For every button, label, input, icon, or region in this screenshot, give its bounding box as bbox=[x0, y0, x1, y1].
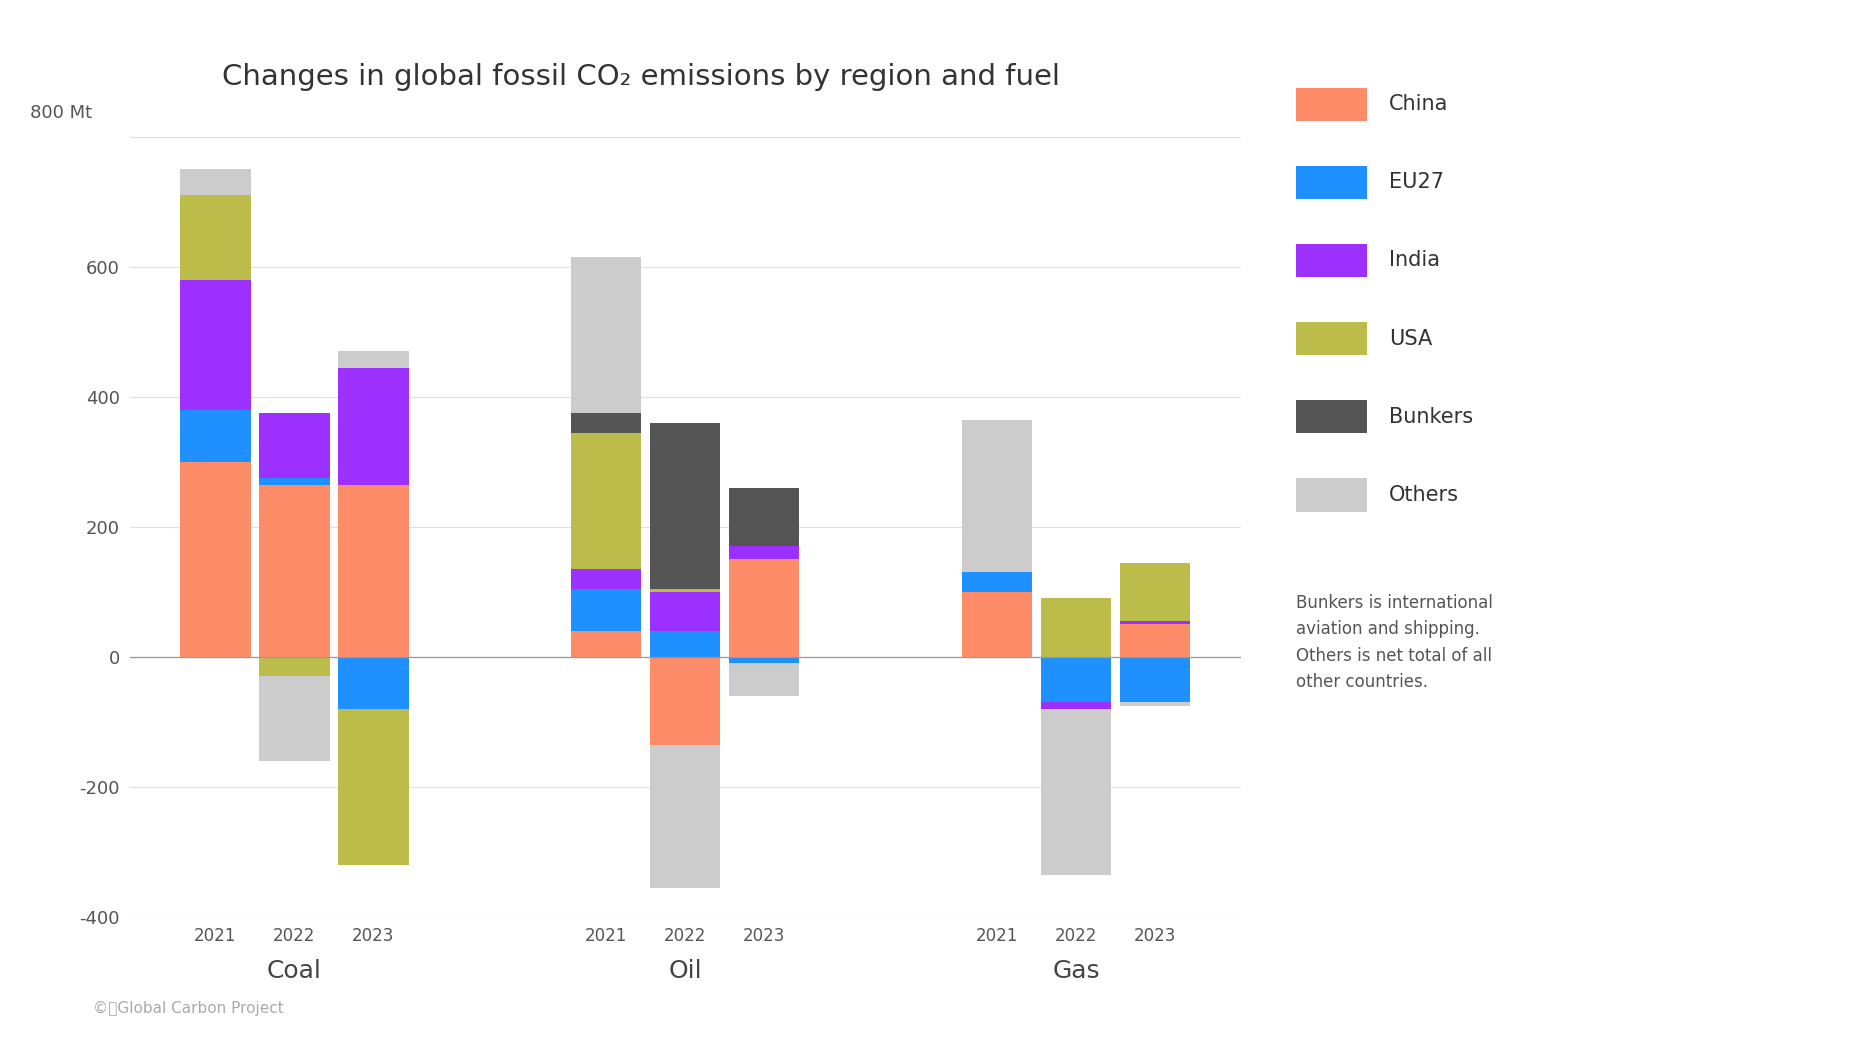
Bar bbox=[570, 413, 641, 432]
Bar bbox=[180, 462, 250, 656]
Text: India: India bbox=[1389, 250, 1441, 271]
Bar bbox=[339, 709, 409, 865]
Bar bbox=[650, 589, 720, 592]
Text: 2023: 2023 bbox=[352, 926, 394, 945]
Bar bbox=[180, 279, 250, 410]
Bar bbox=[570, 569, 641, 589]
Bar bbox=[730, 656, 800, 664]
Bar bbox=[730, 488, 800, 546]
Bar bbox=[1041, 598, 1111, 656]
Bar bbox=[259, 413, 330, 478]
Text: 2022: 2022 bbox=[1056, 926, 1096, 945]
Bar bbox=[730, 546, 800, 560]
Bar bbox=[180, 410, 250, 462]
Bar bbox=[570, 257, 641, 413]
Bar bbox=[1041, 702, 1111, 709]
Bar bbox=[1120, 624, 1191, 656]
Text: ©ⓂGlobal Carbon Project: ©ⓂGlobal Carbon Project bbox=[93, 1001, 283, 1016]
Bar bbox=[339, 656, 409, 709]
Bar bbox=[180, 169, 250, 195]
Text: Gas: Gas bbox=[1052, 960, 1100, 984]
Bar bbox=[650, 656, 720, 745]
Text: 2023: 2023 bbox=[1133, 926, 1176, 945]
Bar bbox=[961, 572, 1032, 592]
Text: 2023: 2023 bbox=[743, 926, 785, 945]
Bar bbox=[1120, 621, 1191, 624]
Bar bbox=[259, 485, 330, 656]
Bar bbox=[1120, 702, 1191, 705]
Text: Oil: Oil bbox=[669, 960, 702, 984]
Bar bbox=[570, 589, 641, 630]
Text: Bunkers is international
aviation and shipping.
Others is net total of all
other: Bunkers is international aviation and sh… bbox=[1296, 594, 1493, 691]
Bar bbox=[961, 420, 1032, 572]
Bar bbox=[650, 745, 720, 888]
Bar bbox=[730, 664, 800, 696]
Text: EU27: EU27 bbox=[1389, 172, 1445, 193]
Text: 2021: 2021 bbox=[976, 926, 1019, 945]
Bar bbox=[259, 478, 330, 485]
Bar bbox=[339, 351, 409, 368]
Text: 2022: 2022 bbox=[665, 926, 706, 945]
Bar bbox=[259, 676, 330, 761]
Text: 2021: 2021 bbox=[194, 926, 237, 945]
Text: Bunkers: Bunkers bbox=[1389, 406, 1472, 427]
Text: Changes in global fossil CO₂ emissions by region and fuel: Changes in global fossil CO₂ emissions b… bbox=[222, 63, 1059, 91]
Text: 800 Mt: 800 Mt bbox=[30, 104, 93, 122]
Bar bbox=[570, 630, 641, 656]
Text: 2021: 2021 bbox=[585, 926, 628, 945]
Text: 2022: 2022 bbox=[274, 926, 315, 945]
Text: Coal: Coal bbox=[267, 960, 322, 984]
Bar bbox=[650, 630, 720, 656]
Bar bbox=[339, 368, 409, 485]
Bar bbox=[1120, 656, 1191, 702]
Bar bbox=[1041, 656, 1111, 702]
Text: Others: Others bbox=[1389, 485, 1459, 505]
Text: China: China bbox=[1389, 94, 1448, 115]
Bar bbox=[180, 195, 250, 279]
Bar bbox=[650, 423, 720, 589]
Bar bbox=[961, 592, 1032, 656]
Bar bbox=[1041, 709, 1111, 874]
Bar bbox=[1120, 563, 1191, 621]
Bar bbox=[650, 592, 720, 630]
Bar bbox=[259, 656, 330, 676]
Bar bbox=[570, 432, 641, 569]
Text: USA: USA bbox=[1389, 328, 1432, 349]
Bar bbox=[339, 485, 409, 656]
Bar bbox=[730, 560, 800, 656]
